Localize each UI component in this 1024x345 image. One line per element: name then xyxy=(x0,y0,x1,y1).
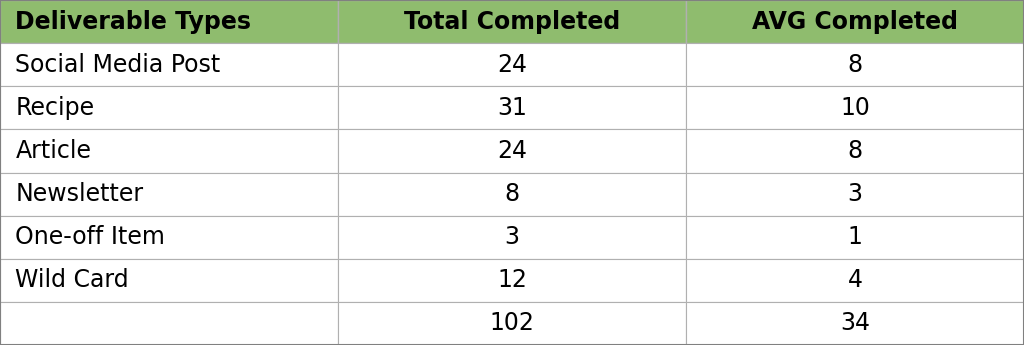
Text: Newsletter: Newsletter xyxy=(15,182,143,206)
Bar xyxy=(0,216,338,259)
Bar xyxy=(686,86,1024,129)
Text: Social Media Post: Social Media Post xyxy=(15,53,220,77)
Bar xyxy=(686,216,1024,259)
Bar xyxy=(0,86,338,129)
Text: Recipe: Recipe xyxy=(15,96,94,120)
Bar xyxy=(686,0,1024,43)
Bar xyxy=(0,0,338,43)
Text: Deliverable Types: Deliverable Types xyxy=(15,10,251,33)
Bar xyxy=(338,216,686,259)
Bar xyxy=(338,302,686,345)
Text: 4: 4 xyxy=(848,268,862,292)
Bar xyxy=(0,129,338,172)
Bar xyxy=(338,259,686,302)
Bar xyxy=(686,259,1024,302)
Text: 8: 8 xyxy=(848,53,862,77)
Bar xyxy=(0,43,338,86)
Bar xyxy=(0,259,338,302)
Text: 102: 102 xyxy=(489,312,535,335)
Bar xyxy=(0,302,338,345)
Text: 24: 24 xyxy=(497,53,527,77)
Text: Article: Article xyxy=(15,139,91,163)
Bar xyxy=(338,86,686,129)
Bar xyxy=(338,0,686,43)
Text: 24: 24 xyxy=(497,139,527,163)
Text: 34: 34 xyxy=(840,312,870,335)
Bar xyxy=(338,129,686,172)
Text: Total Completed: Total Completed xyxy=(403,10,621,33)
Text: 3: 3 xyxy=(505,225,519,249)
Text: 1: 1 xyxy=(848,225,862,249)
Text: AVG Completed: AVG Completed xyxy=(752,10,958,33)
Text: 8: 8 xyxy=(848,139,862,163)
Bar xyxy=(686,302,1024,345)
Bar xyxy=(686,129,1024,172)
Bar xyxy=(338,172,686,216)
Text: 3: 3 xyxy=(848,182,862,206)
Text: 10: 10 xyxy=(840,96,870,120)
Bar xyxy=(338,43,686,86)
Text: Wild Card: Wild Card xyxy=(15,268,129,292)
Bar xyxy=(686,172,1024,216)
Bar xyxy=(686,43,1024,86)
Text: One-off Item: One-off Item xyxy=(15,225,165,249)
Text: 8: 8 xyxy=(505,182,519,206)
Text: 31: 31 xyxy=(497,96,527,120)
Text: 12: 12 xyxy=(497,268,527,292)
Bar xyxy=(0,172,338,216)
